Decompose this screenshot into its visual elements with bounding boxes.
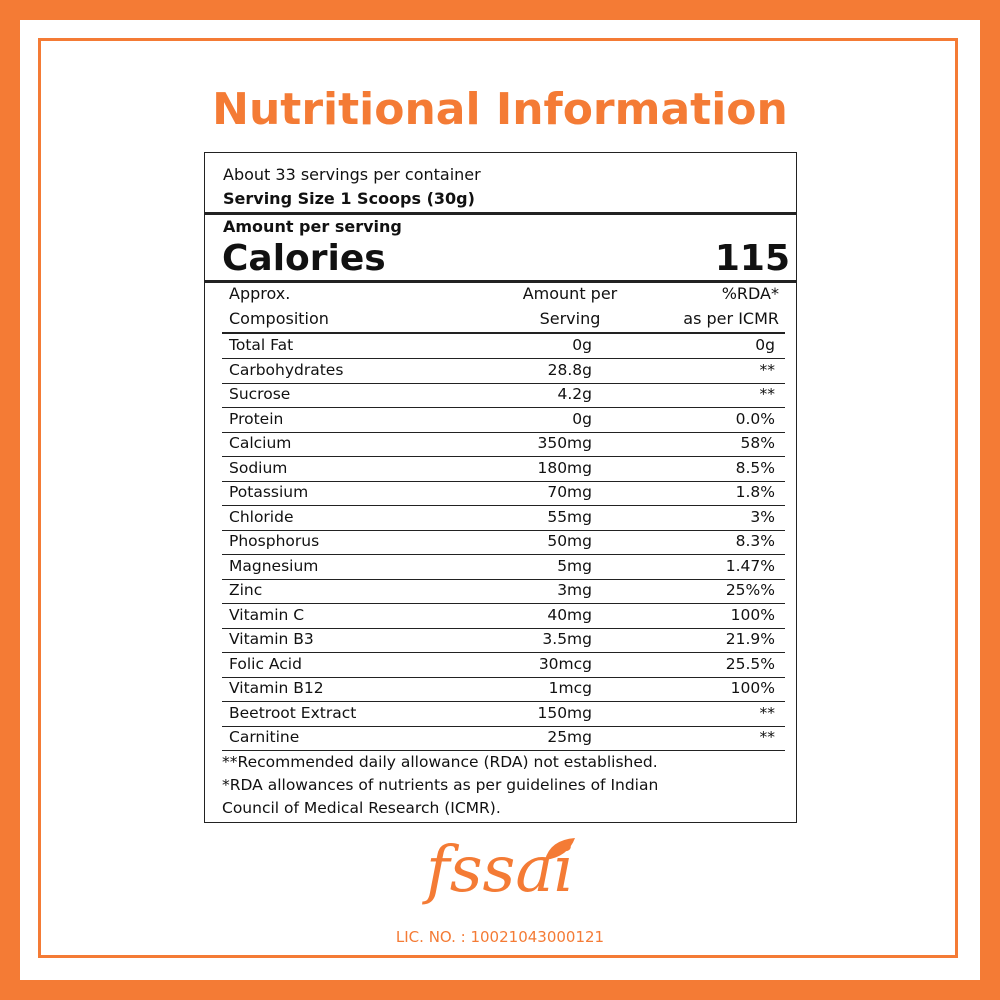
nutrient: Potassium (229, 483, 309, 502)
rule (222, 332, 785, 334)
rda: 25%% (725, 581, 775, 600)
column-header: Serving (539, 309, 601, 328)
amount: 25mg (547, 728, 592, 747)
rule (222, 603, 785, 604)
amount: 70mg (547, 483, 592, 502)
rda: 25.5% (725, 654, 775, 673)
rule (222, 652, 785, 653)
rda: ** (759, 385, 776, 404)
rda: 8.3% (735, 532, 775, 551)
nutrient: Folic Acid (229, 654, 302, 673)
frame (38, 38, 958, 958)
rule (222, 480, 785, 482)
amount: 30mcg (538, 654, 592, 673)
logo: fssai (426, 833, 574, 907)
title: Nutritional Information (212, 84, 788, 135)
rda: 1.47% (725, 556, 775, 575)
rda: ** (759, 728, 776, 747)
amount: 3.5mg (542, 630, 592, 649)
column-header: as per ICMR (683, 309, 779, 328)
amount-per-serving: Amount per serving (223, 217, 402, 236)
rule (222, 676, 785, 678)
nutrient: Vitamin B3 (229, 630, 314, 649)
nutrient: Sucrose (229, 385, 291, 404)
nutrient: Calcium (229, 434, 292, 453)
nutrient: Zinc (229, 581, 263, 600)
rda: 0g (755, 336, 775, 355)
servings: About 33 servings per container (223, 165, 481, 184)
amount: 5mg (557, 556, 592, 575)
amount: 180mg (537, 458, 592, 477)
rda: ** (759, 703, 776, 722)
nutrient: Carbohydrates (229, 360, 344, 379)
amount: 40mg (547, 605, 592, 624)
amount: 28.8g (547, 360, 592, 379)
calories-value: 115 (714, 238, 790, 279)
nutrient: Vitamin C (229, 605, 305, 624)
rda: 21.9% (725, 630, 775, 649)
rule (222, 701, 785, 702)
nutrient: Total Fat (229, 336, 294, 355)
serving-size: Serving Size 1 Scoops (30g) (223, 189, 475, 208)
rda: 8.5% (735, 458, 775, 477)
rule (222, 407, 785, 408)
nutrient: Carnitine (229, 728, 300, 747)
calories-label: Calories (222, 238, 386, 279)
column-header: Amount per (522, 284, 618, 303)
logo-leaf (545, 838, 575, 860)
nutrient: Magnesium (229, 556, 319, 575)
footnote: *RDA allowances of nutrients as per guid… (222, 776, 659, 795)
amount: 4.2g (557, 385, 593, 404)
footnote: **Recommended daily allowance (RDA) not … (222, 753, 658, 772)
rule (222, 456, 785, 457)
rule (222, 554, 785, 555)
amount: 3mg (557, 581, 592, 600)
amount: 0g (572, 409, 592, 428)
amount: 55mg (547, 507, 592, 526)
nutrient: Beetroot Extract (229, 703, 357, 722)
nutrient: Chloride (229, 507, 294, 526)
rda: 0.0% (735, 409, 775, 428)
rule (222, 725, 785, 727)
footnote: Council of Medical Research (ICMR). (222, 799, 501, 818)
amount: 350mg (537, 434, 592, 453)
column-header: Composition (229, 309, 329, 328)
rda: 100% (730, 605, 775, 624)
amount: 50mg (547, 532, 592, 551)
rule (222, 529, 785, 531)
rda: 3% (750, 507, 775, 526)
column-header: %RDA* (721, 284, 779, 303)
rule (205, 212, 796, 215)
rule (222, 358, 785, 359)
nutrient: Vitamin B12 (229, 679, 324, 698)
rda: ** (759, 360, 776, 379)
amount: 0g (572, 336, 592, 355)
background (20, 20, 980, 980)
rule (222, 505, 785, 506)
nutrient: Protein (229, 409, 284, 428)
rule (222, 750, 785, 751)
rule (222, 627, 785, 629)
rule (222, 431, 785, 433)
column-header: Approx. (229, 284, 291, 303)
license: LIC. NO. : 10021043000121 (395, 928, 605, 946)
amount: 1mcg (548, 679, 592, 698)
amount: 150mg (537, 703, 592, 722)
nutrient: Phosphorus (229, 532, 320, 551)
rule (205, 280, 796, 283)
rule (222, 578, 785, 580)
rule (222, 382, 785, 384)
rda: 100% (730, 679, 775, 698)
label-box (204, 152, 797, 823)
nutrient: Sodium (229, 458, 288, 477)
rda: 58% (740, 434, 775, 453)
rda: 1.8% (735, 483, 775, 502)
